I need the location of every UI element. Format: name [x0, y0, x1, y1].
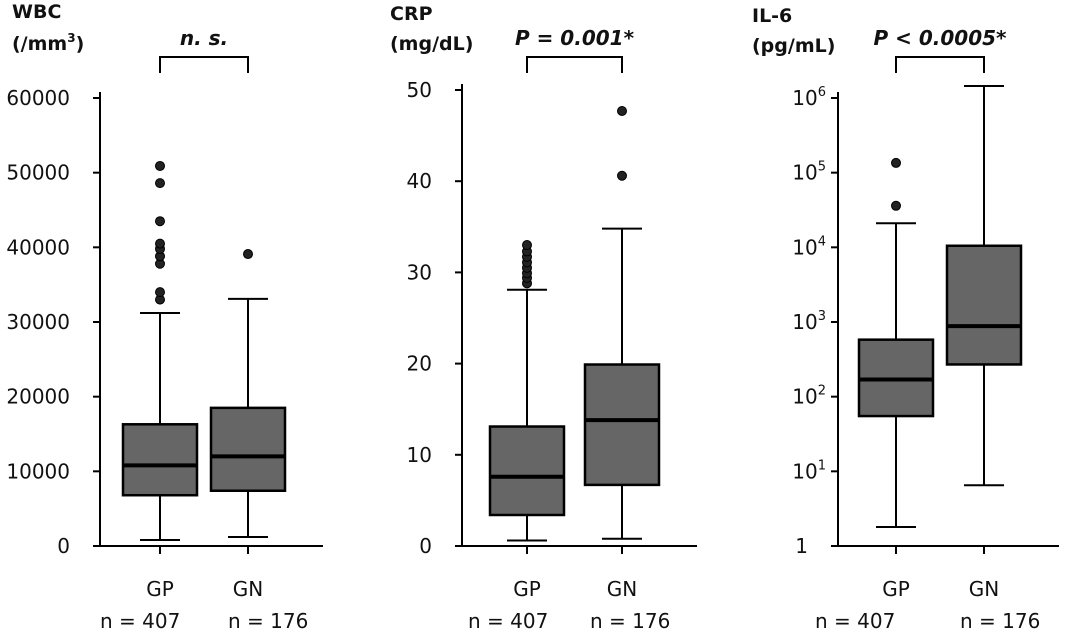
- category-label: GP: [513, 577, 541, 601]
- sample-size-label: n = 407: [815, 609, 895, 633]
- y-tick-label: 104: [792, 234, 826, 259]
- outlier-point: [155, 238, 165, 249]
- category-label: GP: [146, 577, 174, 601]
- y-axis-label-line2: (/mm3): [12, 31, 84, 55]
- outlier-point: [891, 200, 901, 211]
- category-label: GP: [882, 577, 910, 601]
- y-tick-label: 0: [57, 534, 70, 558]
- panel-1: CRP (mg/dL) 0 10 20 30 40 50 GP n = 407 GN n = 176 P…: [390, 3, 697, 633]
- y-tick-exponent: 1: [818, 458, 826, 473]
- outlier-point: [617, 170, 627, 181]
- outlier-point: [155, 160, 165, 171]
- sample-size-label: n = 176: [960, 609, 1040, 633]
- y-tick-exponent: 4: [818, 234, 826, 249]
- significance-bracket: [895, 56, 985, 73]
- significance-bracket: [159, 56, 249, 73]
- significance-bracket: [526, 56, 623, 73]
- significance-label: P = 0.001*: [515, 26, 635, 50]
- y-tick-label: 0: [419, 534, 432, 558]
- iqr-box: [209, 406, 287, 492]
- y-tick-label: 20000: [6, 385, 70, 409]
- outlier-point: [155, 216, 165, 227]
- box-gp: GP n = 407: [468, 240, 566, 633]
- outlier-point: [617, 105, 627, 116]
- sample-size-label: n = 407: [468, 609, 548, 633]
- y-axis-label-line2: (pg/mL): [752, 35, 835, 57]
- significance-label: P < 0.0005*: [874, 26, 1008, 50]
- box-gp: GP n = 407: [100, 160, 199, 633]
- box-gp: GP n = 407: [815, 157, 935, 633]
- y-tick-exponent: 5: [818, 160, 826, 175]
- sample-size-label: n = 176: [590, 609, 670, 633]
- category-label: GN: [607, 577, 637, 601]
- box-gn: GN n = 176: [945, 84, 1040, 633]
- y-tick-label: 102: [792, 384, 826, 409]
- category-label: GN: [233, 577, 263, 601]
- y-tick-exponent: 3: [818, 309, 826, 324]
- category-label: GN: [969, 577, 999, 601]
- iqr-box: [945, 244, 1023, 366]
- outlier-point: [243, 249, 253, 260]
- box-gn: GN n = 176: [583, 105, 670, 633]
- y-tick-label: 106: [792, 85, 826, 110]
- y-axis-label-superscript: 3: [67, 31, 75, 45]
- iqr-box: [488, 425, 566, 517]
- sample-size-label: n = 176: [228, 609, 308, 633]
- iqr-box: [583, 363, 661, 487]
- y-tick-label: 101: [792, 458, 826, 483]
- box-gn: GN n = 176: [209, 249, 308, 633]
- y-tick-exponent: 6: [818, 85, 826, 100]
- sample-size-label: n = 407: [100, 609, 180, 633]
- y-axis-label-line1: IL-6: [752, 5, 792, 27]
- outlier-point: [522, 240, 532, 251]
- y-tick-label: 10: [407, 443, 432, 467]
- y-tick-label: 50000: [6, 161, 70, 185]
- y-tick-label: 40: [407, 169, 432, 193]
- y-tick-label: 50: [407, 78, 432, 102]
- outlier-point: [155, 178, 165, 189]
- y-axis-label-line1: CRP: [390, 3, 433, 25]
- y-tick-label: 10000: [6, 459, 70, 483]
- y-tick-label: 103: [792, 309, 826, 334]
- y-tick-label: 60000: [6, 86, 70, 110]
- y-tick-exponent: 2: [818, 384, 826, 399]
- outlier-point: [891, 157, 901, 168]
- y-tick-label: 30000: [6, 310, 70, 334]
- y-tick-label: 30: [407, 260, 432, 284]
- y-tick-label: 40000: [6, 235, 70, 259]
- y-tick-label: 1: [795, 534, 808, 558]
- iqr-box: [121, 423, 199, 497]
- outlier-point: [155, 287, 165, 298]
- y-tick-label: 105: [792, 160, 826, 185]
- y-axis-label-line1: WBC: [12, 1, 61, 23]
- y-tick-label: 20: [407, 352, 432, 376]
- significance-label: n. s.: [180, 26, 228, 50]
- panel-0: WBC (/mm3) 0 10000 20000 30000 40000 50000 60000…: [6, 1, 323, 633]
- y-axis-label-line2: (mg/dL): [390, 33, 473, 55]
